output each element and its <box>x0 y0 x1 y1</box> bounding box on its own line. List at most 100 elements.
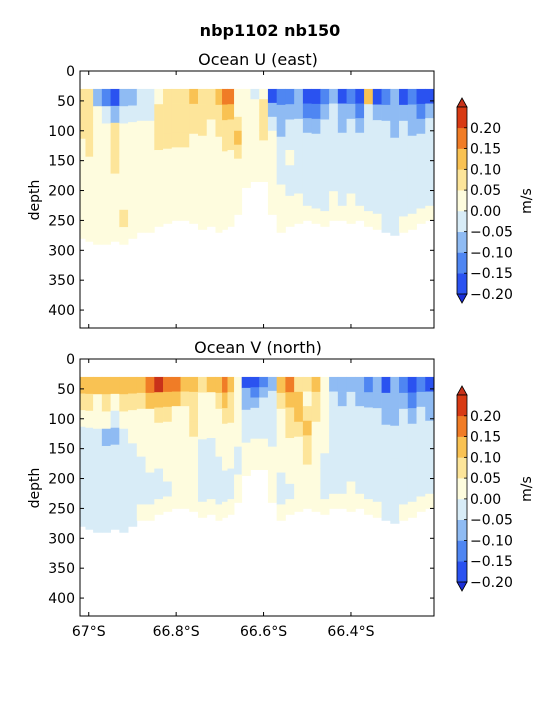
colorbar-segment <box>457 415 467 437</box>
heatmap-cell <box>227 165 235 181</box>
colorbar-tick-label: 0.10 <box>470 162 501 178</box>
heatmap-cell <box>285 407 295 424</box>
heatmap-cell <box>93 515 103 533</box>
heatmap-cell <box>399 440 409 458</box>
heatmap-cell <box>101 140 111 159</box>
heatmap-cell <box>234 144 243 160</box>
colorbar-tick-label: 0.10 <box>470 450 501 466</box>
y-tick-label: 200 <box>48 472 75 488</box>
heatmap-cell <box>267 186 278 201</box>
heatmap-cell <box>180 191 190 207</box>
heatmap-cell <box>390 425 400 443</box>
heatmap-cell <box>227 392 235 408</box>
heatmap-cell <box>390 474 400 492</box>
colorbar-segment <box>457 561 467 583</box>
heatmap-cell <box>399 168 409 185</box>
heatmap-cell <box>425 420 435 436</box>
heatmap-cell <box>259 140 269 152</box>
heatmap-cell <box>180 420 190 436</box>
y-tick-label: 250 <box>48 213 75 229</box>
heatmap-cell <box>222 213 228 230</box>
heatmap-cell <box>250 160 260 172</box>
heatmap-cell <box>215 168 223 185</box>
heatmap-cell <box>425 132 435 148</box>
heatmap-cell <box>180 132 190 148</box>
y-tick-label: 300 <box>48 243 75 259</box>
heatmap-cell <box>276 104 286 122</box>
heatmap-cell <box>285 88 295 105</box>
heatmap-cell <box>372 376 382 393</box>
heatmap-cell <box>206 104 216 120</box>
heatmap-cell <box>101 157 111 176</box>
heatmap-cell <box>163 451 173 467</box>
heatmap-cell <box>329 176 339 192</box>
heatmap-cell <box>101 88 111 107</box>
heatmap-cell <box>189 421 199 438</box>
heatmap-cell <box>198 376 208 393</box>
heatmap-cell <box>241 420 251 433</box>
heatmap-cell <box>222 439 228 456</box>
heatmap-cell <box>390 490 400 508</box>
colorbar-segment <box>457 519 467 541</box>
heatmap-cell <box>407 423 417 440</box>
colorbar-under-arrow <box>456 293 468 304</box>
heatmap-cell <box>101 192 111 211</box>
heatmap-plot <box>80 359 435 616</box>
heatmap-cell <box>80 205 86 223</box>
heatmap-cell <box>222 392 228 409</box>
heatmap-cell <box>171 420 181 436</box>
heatmap-cell <box>180 406 190 422</box>
heatmap-cell <box>337 464 347 480</box>
heatmap-cell <box>372 88 382 105</box>
heatmap-cell <box>346 133 356 150</box>
heatmap-cell <box>180 118 190 134</box>
panel-ocean-u: Ocean U (east) depth 0 50 100 150 200 250 300 3… <box>27 50 435 329</box>
heatmap-cell <box>329 406 339 422</box>
heatmap-cell <box>171 147 181 163</box>
heatmap-cell <box>294 496 304 512</box>
heatmap-cell <box>136 88 146 106</box>
heatmap-cell <box>372 501 382 518</box>
heatmap-cell <box>337 205 347 221</box>
heatmap-cell <box>241 431 251 444</box>
heatmap-cell <box>85 512 94 530</box>
heatmap-cell <box>110 156 120 174</box>
heatmap-cell <box>320 119 330 136</box>
heatmap-cell <box>145 136 155 154</box>
heatmap-cell <box>399 136 409 154</box>
heatmap-cell <box>85 495 94 513</box>
heatmap-cell <box>93 227 103 245</box>
heatmap-cell <box>85 478 94 496</box>
heatmap-cell <box>259 130 269 141</box>
heatmap-cell <box>320 422 330 439</box>
heatmap-cell <box>80 493 86 511</box>
heatmap-cell <box>215 376 223 394</box>
heatmap-cell <box>311 178 321 194</box>
heatmap-cell <box>346 163 356 179</box>
heatmap-cell <box>425 147 435 163</box>
heatmap-cell <box>355 103 365 119</box>
heatmap-cell <box>128 171 138 189</box>
heatmap-cell <box>241 121 251 134</box>
heatmap-cell <box>145 488 155 505</box>
heatmap-cell <box>346 178 356 194</box>
heatmap-cell <box>180 435 190 451</box>
y-tick-label: 200 <box>48 184 75 200</box>
y-tick-label: 150 <box>48 154 75 170</box>
heatmap-cell <box>259 171 269 182</box>
heatmap-cell <box>381 488 391 505</box>
heatmap-cell <box>241 398 251 411</box>
heatmap-cell <box>390 393 400 410</box>
heatmap-cell <box>285 165 295 181</box>
heatmap-cell <box>128 410 138 428</box>
heatmap-cell <box>250 397 260 409</box>
heatmap-cell <box>180 205 190 221</box>
heatmap-cell <box>250 88 260 100</box>
heatmap-cell <box>337 132 347 148</box>
heatmap-cell <box>154 392 164 408</box>
heatmap-cell <box>381 120 391 138</box>
axes: 0 50 100 150 200 250 300 350 400 67°S 66.8°S 66.6°S… <box>48 352 435 640</box>
heatmap-cell <box>189 148 199 165</box>
heatmap-cell <box>259 397 269 409</box>
heatmap-cell <box>267 88 278 104</box>
